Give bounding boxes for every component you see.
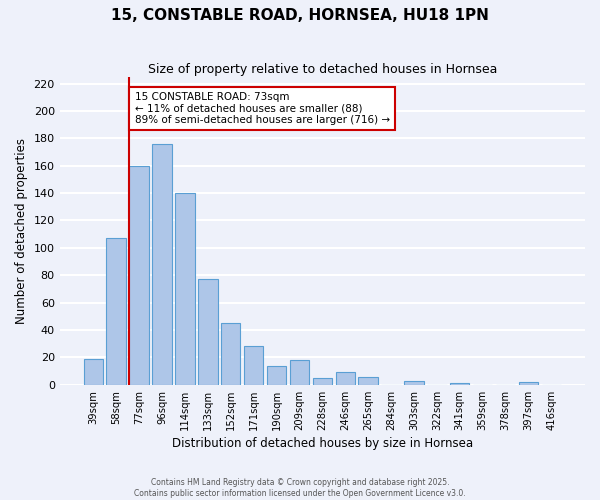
Bar bbox=[106, 238, 126, 385]
Bar bbox=[450, 384, 469, 385]
Text: Contains HM Land Registry data © Crown copyright and database right 2025.
Contai: Contains HM Land Registry data © Crown c… bbox=[134, 478, 466, 498]
Y-axis label: Number of detached properties: Number of detached properties bbox=[15, 138, 28, 324]
Text: 15, CONSTABLE ROAD, HORNSEA, HU18 1PN: 15, CONSTABLE ROAD, HORNSEA, HU18 1PN bbox=[111, 8, 489, 22]
X-axis label: Distribution of detached houses by size in Hornsea: Distribution of detached houses by size … bbox=[172, 437, 473, 450]
Bar bbox=[404, 380, 424, 385]
Bar bbox=[313, 378, 332, 385]
Bar bbox=[83, 359, 103, 385]
Bar bbox=[175, 193, 194, 385]
Bar bbox=[152, 144, 172, 385]
Bar bbox=[290, 360, 309, 385]
Bar bbox=[358, 376, 378, 385]
Bar bbox=[335, 372, 355, 385]
Bar bbox=[221, 323, 241, 385]
Bar bbox=[519, 382, 538, 385]
Bar bbox=[130, 166, 149, 385]
Title: Size of property relative to detached houses in Hornsea: Size of property relative to detached ho… bbox=[148, 62, 497, 76]
Bar bbox=[244, 346, 263, 385]
Text: 15 CONSTABLE ROAD: 73sqm
← 11% of detached houses are smaller (88)
89% of semi-d: 15 CONSTABLE ROAD: 73sqm ← 11% of detach… bbox=[134, 92, 389, 125]
Bar bbox=[267, 366, 286, 385]
Bar bbox=[198, 280, 218, 385]
